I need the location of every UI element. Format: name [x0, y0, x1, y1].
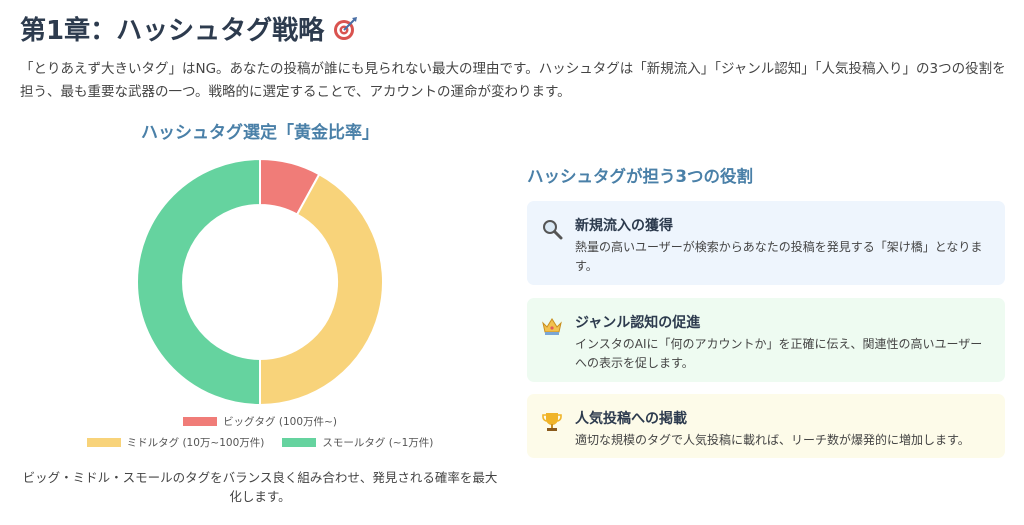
donut-chart [136, 157, 384, 407]
legend-label: ミドルタグ (10万~100万件) [126, 437, 265, 449]
legend-item-small[interactable]: スモールタグ (~1万件) [282, 435, 433, 450]
role-desc: 適切な規模のタグで人気投稿に載れば、リーチ数が爆発的に増加します。 [575, 433, 970, 447]
chart-caption: ビッグ・ミドル・スモールのタグをバランス良く組み合わせ、発見される確率を最大化し… [22, 470, 498, 504]
role-desc: 熱量の高いユーザーが検索からあなたの投稿を発見する「架け橋」となります。 [575, 240, 983, 273]
chart-legend: ビッグタグ (100万件~) ミドルタグ (10万~100万件) スモールタグ … [20, 414, 500, 456]
legend-swatch [282, 438, 317, 447]
crown-icon [541, 315, 563, 337]
page-title-wrap: 第1章：ハッシュタグ戦略 [20, 10, 358, 47]
role-title: 人気投稿への掲載 [575, 411, 687, 427]
legend-label: ビッグタグ (100万件~) [223, 416, 337, 428]
target-icon [332, 16, 358, 42]
legend-item-middle[interactable]: ミドルタグ (10万~100万件) [86, 435, 265, 450]
role-title: ジャンル認知の促進 [575, 315, 701, 331]
chart-title: ハッシュタグ選定「黄金比率」 [141, 123, 379, 143]
roles-title: ハッシュタグが担う3つの役割 [527, 167, 753, 186]
donut-slice-middle[interactable] [259, 172, 384, 407]
role-card-new-traffic: 新規流入の獲得 熱量の高いユーザーが検索からあなたの投稿を発見する「架け橋」とな… [527, 201, 1005, 285]
trophy-icon [541, 411, 563, 433]
role-card-top-posts: 人気投稿への掲載 適切な規模のタグで人気投稿に載れば、リーチ数が爆発的に増加しま… [527, 394, 1005, 458]
legend-swatch [183, 417, 218, 426]
magnifier-icon [541, 218, 563, 240]
role-title: 新規流入の獲得 [575, 218, 673, 234]
role-desc: インスタのAIに「何のアカウントか」を正確に伝え、関連性の高いユーザーへの表示を… [575, 337, 983, 370]
legend-label: スモールタグ (~1万件) [322, 437, 434, 449]
page-title: 第1章：ハッシュタグ戦略 [20, 16, 325, 46]
donut-slice-small[interactable] [136, 157, 261, 407]
intro-text: 「とりあえず大きいタグ」はNG。あなたの投稿が誰にも見られない最大の理由です。ハ… [20, 61, 1006, 100]
legend-item-big[interactable]: ビッグタグ (100万件~) [183, 414, 337, 429]
legend-swatch [86, 438, 121, 447]
role-card-genre-recognition: ジャンル認知の促進 インスタのAIに「何のアカウントか」を正確に伝え、関連性の高… [527, 298, 1005, 382]
